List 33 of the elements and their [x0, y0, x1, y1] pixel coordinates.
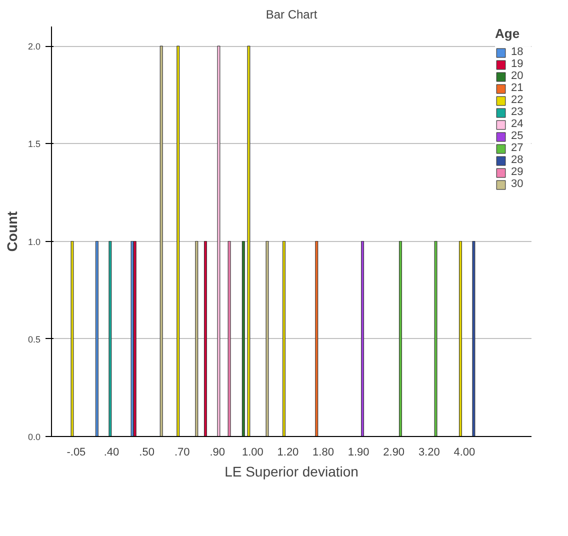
x-tick-label: 4.00: [454, 446, 476, 458]
x-tick-label: 2.90: [383, 446, 405, 458]
x-tick-label: .40: [104, 446, 120, 458]
chart-title: Bar Chart: [266, 8, 318, 22]
legend-label: 29: [511, 166, 524, 178]
legend-label: 25: [511, 130, 524, 142]
y-tick-label: 1.0: [28, 236, 41, 247]
x-tick-label: .70: [174, 446, 190, 458]
y-tick-label: 0.5: [28, 334, 41, 344]
legend-label: 20: [511, 70, 524, 82]
legend-label: 19: [511, 58, 524, 70]
x-tick-label: 3.20: [418, 446, 440, 458]
legend-title: Age: [495, 26, 521, 41]
x-tick-label: 1.00: [242, 446, 264, 458]
y-axis-title: Count: [4, 210, 20, 252]
x-tick-label: 1.80: [312, 446, 334, 458]
y-tick-label: 1.5: [28, 139, 41, 150]
legend-label: 21: [511, 82, 524, 94]
legend-label: 24: [511, 118, 524, 130]
legend-label: 22: [511, 94, 524, 106]
legend-label: 30: [511, 178, 524, 190]
x-axis-title: LE Superior deviation: [224, 464, 358, 480]
legend-label: 18: [511, 46, 524, 58]
x-tick-label: .50: [139, 446, 154, 458]
y-tick-label: 2.0: [28, 42, 41, 52]
x-tick-label: 1.90: [348, 446, 370, 458]
x-tick-label: 1.20: [277, 446, 299, 458]
legend-label: 28: [511, 154, 524, 166]
legend-label: 27: [511, 142, 524, 154]
y-tick-label: 0.0: [28, 432, 41, 442]
legend-label: 23: [511, 106, 524, 118]
x-tick-label: .90: [210, 446, 226, 458]
x-tick-label: -.05: [66, 446, 86, 458]
